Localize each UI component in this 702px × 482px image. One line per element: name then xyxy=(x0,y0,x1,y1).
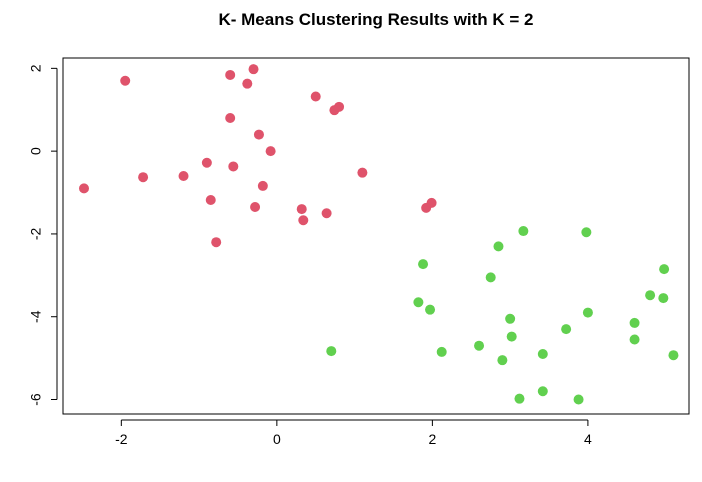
cluster-2-point xyxy=(658,293,669,304)
cluster-2-point xyxy=(505,313,516,324)
cluster-2-point xyxy=(425,304,436,315)
cluster-1-point xyxy=(242,78,253,89)
x-tick-label: -2 xyxy=(115,431,128,447)
chart-title: K- Means Clustering Results with K = 2 xyxy=(218,10,533,29)
cluster-1-point xyxy=(250,202,261,213)
y-tick-label: -2 xyxy=(28,227,44,240)
cluster-2-point xyxy=(518,226,529,237)
cluster-2-point xyxy=(537,386,548,397)
cluster-1-point xyxy=(321,208,332,219)
x-tick-label: 4 xyxy=(584,431,592,447)
cluster-2-point xyxy=(326,346,337,357)
cluster-2-point xyxy=(485,272,496,283)
cluster-2-point xyxy=(645,290,656,301)
cluster-2-point xyxy=(537,348,548,359)
cluster-1-point xyxy=(225,69,236,80)
cluster-1-point xyxy=(265,146,276,157)
cluster-1-point xyxy=(296,204,307,215)
cluster-1-point xyxy=(357,167,368,178)
cluster-2-point xyxy=(514,393,525,404)
cluster-1-point xyxy=(334,101,345,112)
cluster-1-point xyxy=(138,172,149,183)
cluster-1-point xyxy=(253,129,264,140)
cluster-2-point xyxy=(436,346,447,357)
cluster-1-point xyxy=(211,237,222,248)
cluster-1-point xyxy=(178,170,189,181)
cluster-2-point xyxy=(493,241,504,252)
cluster-2-point xyxy=(561,324,572,335)
cluster-2-point xyxy=(629,334,640,345)
x-tick-label: 2 xyxy=(428,431,436,447)
cluster-2-point xyxy=(659,264,670,275)
cluster-2-point xyxy=(497,355,508,366)
cluster-2-point xyxy=(629,317,640,328)
cluster-2-point xyxy=(668,350,679,361)
cluster-1-point xyxy=(228,161,239,172)
cluster-1-point xyxy=(310,91,321,102)
cluster-1-point xyxy=(426,197,437,208)
cluster-1-point xyxy=(78,183,89,194)
cluster-2-point xyxy=(573,394,584,405)
y-tick-label: 2 xyxy=(28,64,44,72)
y-tick-label: -4 xyxy=(28,310,44,323)
cluster-2-point xyxy=(413,297,424,308)
y-tick-label: -6 xyxy=(28,393,44,406)
cluster-1-point xyxy=(205,194,216,205)
cluster-1-point xyxy=(120,75,131,86)
cluster-2-point xyxy=(581,227,592,238)
cluster-2-point xyxy=(474,340,485,351)
cluster-2-point xyxy=(582,307,593,318)
x-tick-label: 0 xyxy=(273,431,281,447)
y-axis: 2 0 -2 -4 -6 xyxy=(28,64,58,406)
cluster-2-point xyxy=(506,331,517,342)
cluster-1-point xyxy=(201,157,212,168)
cluster-1-point xyxy=(248,64,259,75)
cluster-2-point xyxy=(418,259,429,270)
y-tick-label: 0 xyxy=(28,147,44,155)
cluster-1-point xyxy=(225,113,236,124)
x-axis: -2 0 2 4 xyxy=(115,419,592,447)
cluster-1-point xyxy=(257,180,268,191)
plot-area-frame xyxy=(62,57,690,415)
cluster-1-point xyxy=(298,215,309,226)
data-points xyxy=(78,64,679,405)
